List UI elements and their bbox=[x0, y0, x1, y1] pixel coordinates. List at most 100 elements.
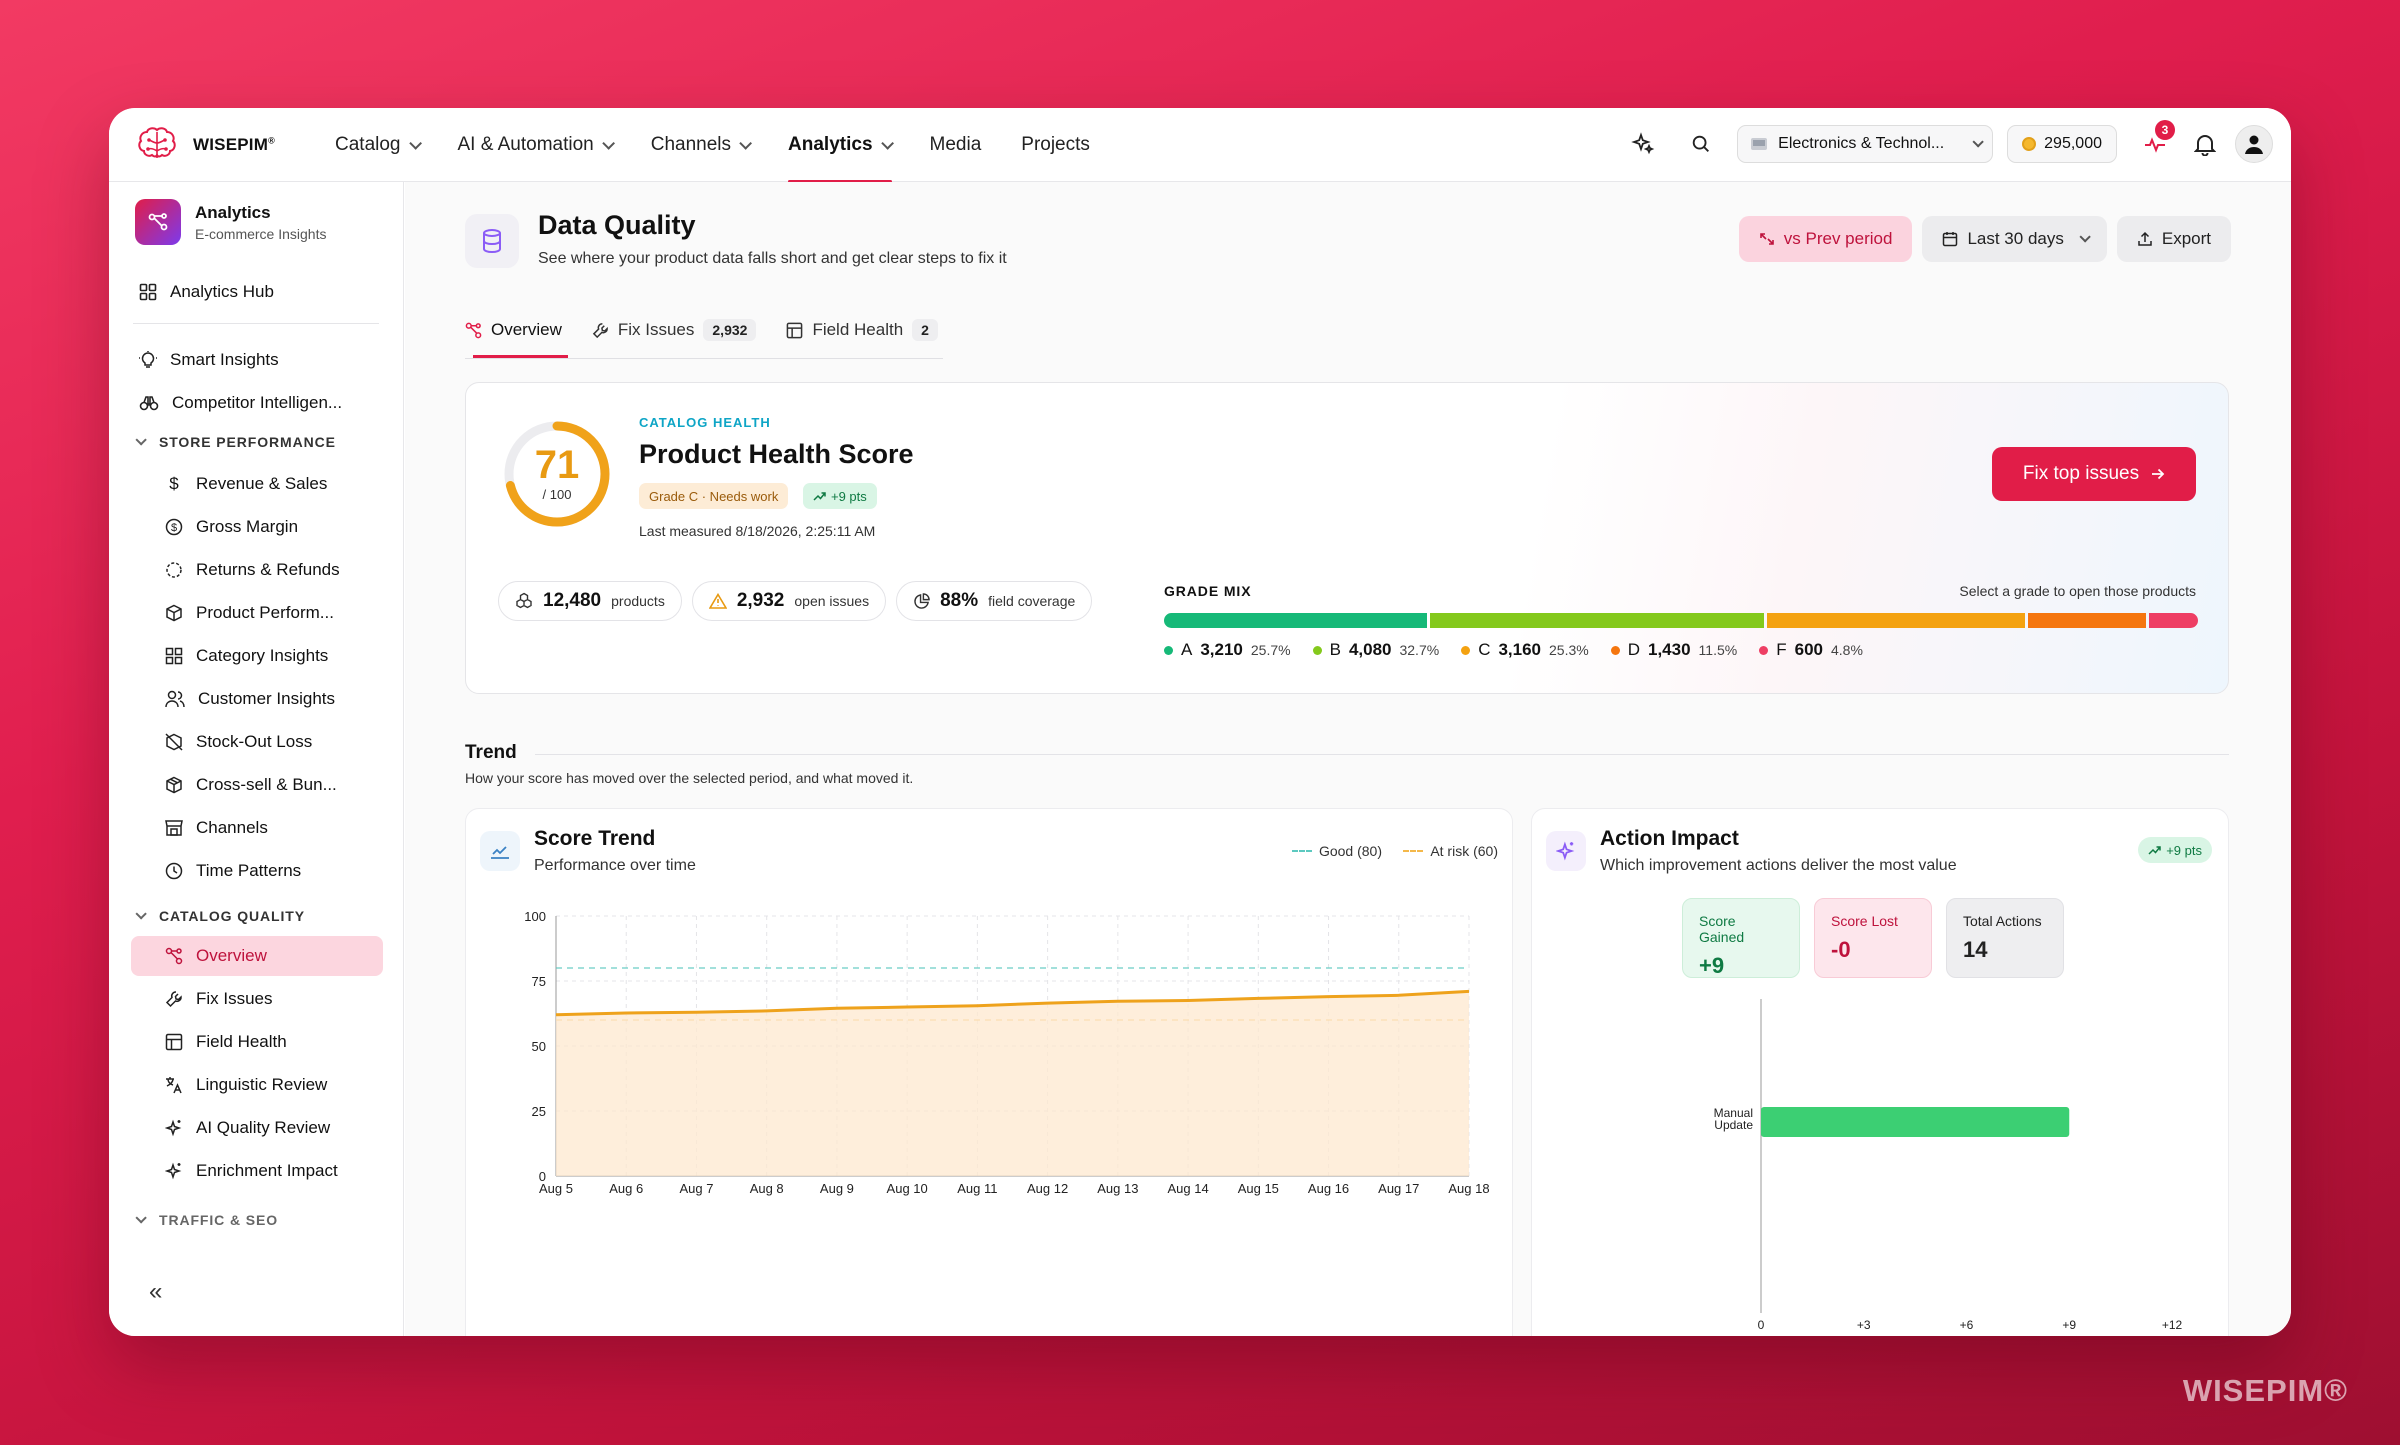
impact-bar bbox=[1761, 1107, 2070, 1137]
sidebar-item-enrichment-impact[interactable]: Enrichment Impact bbox=[157, 1151, 379, 1191]
grade-legend-f[interactable]: F 600 4.8% bbox=[1759, 640, 1863, 660]
sidebar-section-store-performance[interactable]: STORE PERFORMANCE bbox=[135, 434, 336, 450]
health-card-title: Product Health Score bbox=[639, 439, 914, 469]
store-name: Electronics & Technol... bbox=[1778, 135, 1945, 152]
x-tick-label: Aug 14 bbox=[1167, 1181, 1208, 1196]
grade-pct: 32.7% bbox=[1399, 642, 1440, 658]
search-button[interactable] bbox=[1679, 122, 1723, 166]
stat-label: open issues bbox=[794, 593, 870, 609]
sidebar-item-revenue-sales[interactable]: $ Revenue & Sales bbox=[157, 464, 379, 504]
sidebar-section-traffic-seo[interactable]: TRAFFIC & SEO bbox=[135, 1212, 278, 1228]
stat-field-coverage: 88% field coverage bbox=[896, 581, 1093, 621]
y-tick-label: 25 bbox=[532, 1104, 546, 1119]
sidebar-item-label: Linguistic Review bbox=[196, 1075, 328, 1094]
grade-mix-bar bbox=[1164, 613, 2198, 628]
tabs-underline bbox=[465, 358, 943, 359]
sidebar-item-label: Analytics Hub bbox=[170, 282, 274, 301]
score-trend-title: Score Trend bbox=[534, 827, 656, 850]
ai-sparkle-button[interactable] bbox=[1621, 122, 1665, 166]
page-title: Data Quality bbox=[538, 210, 696, 240]
grade-legend-c[interactable]: C 3,160 25.3% bbox=[1461, 640, 1589, 660]
warning-icon bbox=[708, 593, 727, 609]
sidebar-item-product-performance[interactable]: Product Perform... bbox=[157, 593, 379, 633]
sidebar-item-stock-out-loss[interactable]: Stock-Out Loss bbox=[157, 722, 379, 762]
sidebar-item-label: Cross-sell & Bun... bbox=[196, 775, 337, 794]
grade-segment-b[interactable] bbox=[1429, 613, 1764, 628]
sidebar-item-gross-margin[interactable]: $ Gross Margin bbox=[157, 507, 379, 547]
tab-overview[interactable]: Overview bbox=[465, 310, 568, 358]
user-icon bbox=[2245, 135, 2263, 154]
compare-prev-period-button[interactable]: vs Prev period bbox=[1738, 216, 1913, 262]
tab-label: Fix Issues bbox=[617, 320, 695, 339]
stat-label: products bbox=[611, 593, 665, 609]
legend-swatch bbox=[1403, 850, 1424, 852]
sidebar-item-label: Customer Insights bbox=[198, 689, 335, 708]
grade-legend-d[interactable]: D 1,430 11.5% bbox=[1610, 640, 1737, 660]
sidebar-item-cross-sell[interactable]: Cross-sell & Bun... bbox=[157, 765, 379, 805]
grade-segment-c[interactable] bbox=[1766, 613, 2026, 628]
category-grid-icon bbox=[165, 647, 183, 665]
store-selector[interactable]: Electronics & Technol... bbox=[1737, 125, 1994, 163]
activity-button[interactable]: 3 bbox=[2133, 120, 2177, 166]
sidebar-item-fix-issues[interactable]: Fix Issues bbox=[157, 979, 379, 1019]
sidebar-item-time-patterns[interactable]: Time Patterns bbox=[157, 851, 379, 891]
action-impact-title: Action Impact bbox=[1600, 827, 1739, 850]
grade-legend-b[interactable]: B 4,080 32.7% bbox=[1312, 640, 1440, 660]
impact-delta-badge: +9 pts bbox=[2138, 837, 2212, 863]
category-label: Update bbox=[1714, 1118, 1753, 1132]
upload-icon bbox=[2138, 231, 2152, 246]
kpi-score-lost: Score Lost -0 bbox=[1814, 898, 1932, 978]
lightbulb-icon bbox=[139, 351, 157, 368]
grade-letter: A bbox=[1181, 640, 1193, 659]
sidebar-item-smart-insights[interactable]: Smart Insights bbox=[129, 340, 379, 380]
tab-field-health[interactable]: Field Health 2 bbox=[786, 310, 938, 350]
sidebar-item-label: Product Perform... bbox=[196, 603, 334, 622]
sidebar-item-ai-quality-review[interactable]: AI Quality Review bbox=[157, 1108, 379, 1148]
grade-legend-a[interactable]: A 3,210 25.7% bbox=[1164, 640, 1291, 660]
grade-segment-d[interactable] bbox=[2028, 613, 2146, 628]
stat-label: field coverage bbox=[988, 593, 1076, 609]
grade-segment-a[interactable] bbox=[1164, 613, 1427, 628]
sidebar-item-linguistic-review[interactable]: Linguistic Review bbox=[157, 1065, 379, 1105]
kpi-label: Total Actions bbox=[1963, 913, 2042, 929]
sidebar-item-overview[interactable]: Overview bbox=[131, 936, 383, 976]
sidebar-item-label: Category Insights bbox=[196, 646, 329, 665]
nav-analytics[interactable]: Analytics bbox=[768, 108, 909, 183]
sidebar-item-category-insights[interactable]: Category Insights bbox=[157, 636, 379, 676]
arrow-right-icon bbox=[2152, 468, 2165, 480]
user-avatar[interactable] bbox=[2235, 125, 2273, 163]
nav-projects[interactable]: Projects bbox=[1001, 108, 1110, 182]
collapse-sidebar-button[interactable]: « bbox=[149, 1278, 163, 1305]
notifications-button[interactable] bbox=[2183, 122, 2227, 166]
grade-segment-f[interactable] bbox=[2148, 613, 2198, 628]
sidebar-item-customer-insights[interactable]: Customer Insights bbox=[157, 679, 379, 719]
x-tick-label: Aug 13 bbox=[1097, 1181, 1138, 1196]
nav-media[interactable]: Media bbox=[910, 108, 1002, 182]
chevron-down-icon bbox=[739, 136, 753, 150]
sidebar-item-label: Smart Insights bbox=[170, 350, 279, 369]
sidebar-subtitle: E-commerce Insights bbox=[195, 225, 327, 242]
sidebar-item-competitor-intelligence[interactable]: Competitor Intelligen... bbox=[129, 383, 379, 423]
sidebar-item-channels[interactable]: Channels bbox=[157, 808, 379, 848]
credits-value: 295,000 bbox=[2044, 135, 2102, 152]
sidebar-section-catalog-quality[interactable]: CATALOG QUALITY bbox=[135, 908, 305, 924]
brand-name: WISEPIM bbox=[193, 135, 269, 154]
brand-logo[interactable]: WISEPIM® bbox=[137, 126, 275, 164]
date-range-select[interactable]: Last 30 days bbox=[1922, 216, 2107, 262]
header-actions: vs Prev period Last 30 days Export bbox=[1738, 216, 2231, 262]
legend-swatch bbox=[1291, 850, 1312, 852]
stat-value: 2,932 bbox=[736, 590, 785, 611]
sidebar-item-returns-refunds[interactable]: Returns & Refunds bbox=[157, 550, 379, 590]
tab-fix-issues[interactable]: Fix Issues 2,932 bbox=[592, 310, 757, 350]
sidebar-item-field-health[interactable]: Field Health bbox=[157, 1022, 379, 1062]
sidebar-item-analytics-hub[interactable]: Analytics Hub bbox=[129, 272, 379, 312]
nav-ai-automation[interactable]: AI & Automation bbox=[438, 108, 631, 182]
export-button[interactable]: Export bbox=[2116, 216, 2231, 262]
translate-icon bbox=[166, 1077, 182, 1094]
grade-count: 4,080 bbox=[1348, 640, 1392, 659]
fix-top-issues-button[interactable]: Fix top issues bbox=[1992, 447, 2196, 501]
credits-balance[interactable]: 295,000 bbox=[2007, 125, 2117, 163]
x-tick-label: Aug 8 bbox=[750, 1181, 784, 1196]
nav-channels[interactable]: Channels bbox=[631, 108, 768, 182]
nav-catalog[interactable]: Catalog bbox=[315, 108, 438, 182]
